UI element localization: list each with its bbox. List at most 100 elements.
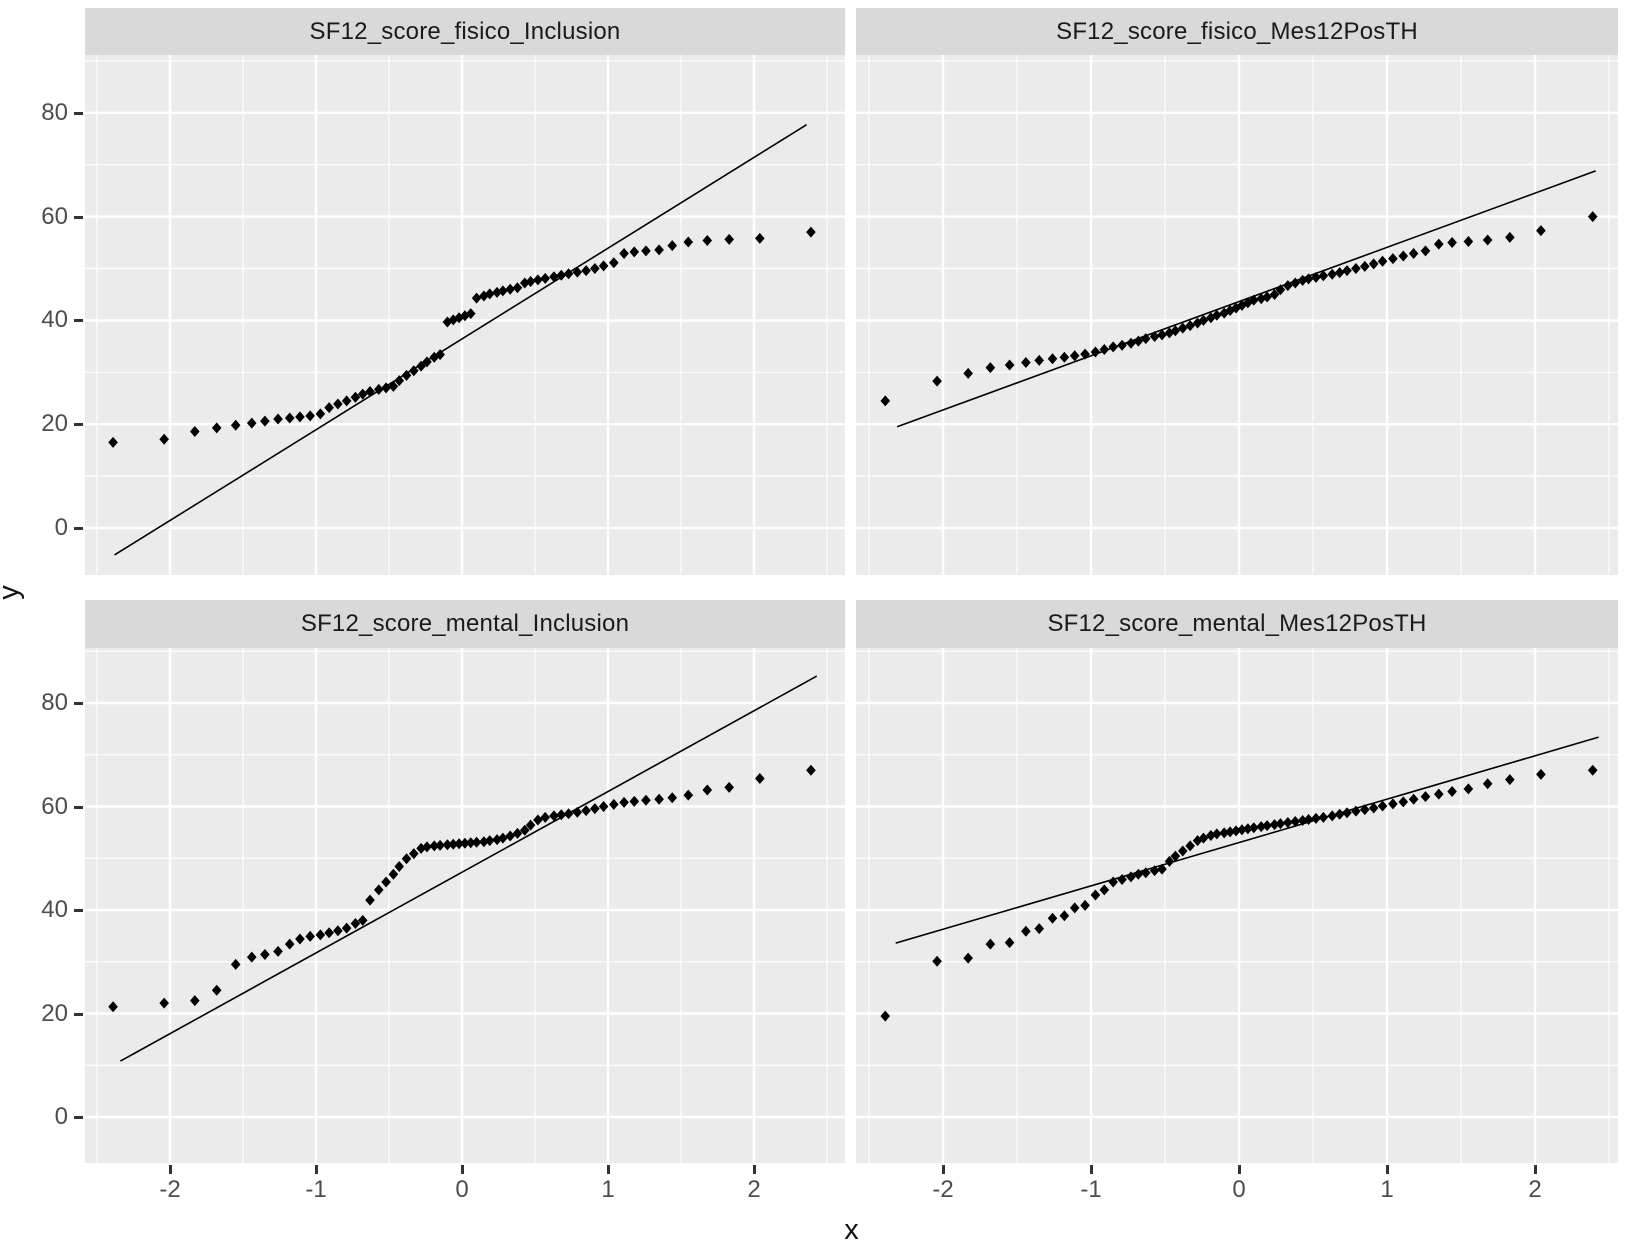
- qq-point: [1164, 855, 1175, 867]
- qq-point: [1505, 231, 1515, 243]
- qq-point: [1303, 813, 1314, 825]
- qq-point: [1108, 341, 1118, 353]
- qq-point: [1311, 812, 1321, 824]
- qq-point: [556, 269, 567, 281]
- qq-point: [448, 838, 459, 850]
- qq-point: [1059, 910, 1070, 922]
- qq-point: [471, 292, 482, 304]
- qq-point: [1283, 817, 1293, 829]
- qq-point: [1275, 284, 1286, 296]
- qq-point: [540, 272, 551, 284]
- x-tick-label: 2: [1528, 1176, 1542, 1203]
- qq-point: [641, 245, 651, 257]
- x-tick-label: 0: [455, 1176, 469, 1203]
- qq-point: [581, 265, 591, 277]
- qq-point: [1256, 821, 1266, 833]
- qq-point: [1149, 865, 1160, 877]
- qq-point: [1434, 788, 1444, 800]
- qq-point: [159, 433, 169, 445]
- qq-point: [880, 395, 891, 407]
- qq-point: [1351, 263, 1361, 274]
- qq-point: [505, 830, 515, 842]
- qq-point: [1140, 867, 1151, 879]
- qq-point: [1587, 211, 1598, 223]
- qq-point: [273, 413, 283, 425]
- y-tick-label: 20: [41, 410, 68, 438]
- qq-point: [1225, 826, 1235, 838]
- qq-points: [880, 211, 1598, 407]
- qq-reference-line: [895, 736, 1599, 944]
- qq-point: [505, 283, 515, 295]
- qq-point: [1140, 333, 1151, 345]
- qq-panel-svg: [85, 648, 845, 1163]
- qq-point: [333, 398, 343, 410]
- qq-point: [1099, 343, 1110, 355]
- y-axis-tick: [74, 215, 83, 219]
- y-axis-tick: [74, 805, 83, 809]
- qq-point: [755, 773, 765, 785]
- qq-point: [246, 417, 257, 429]
- x-axis-tick: [1534, 1165, 1537, 1174]
- qq-point: [388, 868, 399, 880]
- qq-point: [365, 386, 375, 398]
- facet-strip-fisico-mes12posth: SF12_score_fisico_Mes12PosTH: [856, 8, 1618, 55]
- qq-point: [598, 260, 609, 272]
- qq-point: [373, 884, 384, 896]
- facet-strip-fisico-inclusion: SF12_score_fisico_Inclusion: [85, 8, 845, 55]
- qq-point: [702, 784, 713, 796]
- y-axis-tick: [74, 909, 83, 912]
- qq-point: [512, 282, 523, 294]
- x-axis-tick: [1238, 1165, 1241, 1174]
- qq-point: [1177, 845, 1188, 857]
- x-tick-label: -1: [305, 1176, 327, 1203]
- qq-point: [724, 233, 734, 245]
- y-tick-label: 0: [54, 514, 68, 541]
- qq-point: [1290, 816, 1301, 828]
- y-tick-label: 80: [41, 689, 68, 716]
- qq-point: [563, 268, 574, 280]
- x-axis-tick: [315, 1165, 318, 1174]
- qq-point: [1080, 348, 1090, 360]
- qq-point: [1303, 273, 1314, 285]
- qq-point: [1398, 250, 1409, 262]
- qq-point: [1587, 764, 1598, 776]
- qq-point: [1269, 819, 1280, 831]
- qq-point: [484, 835, 495, 847]
- x-axis-tick: [942, 1165, 945, 1174]
- qq-point: [454, 838, 464, 850]
- qq-point: [465, 837, 476, 849]
- qq-point: [1327, 268, 1338, 280]
- x-axis-tick: [753, 1165, 756, 1174]
- qq-point: [629, 246, 640, 258]
- qq-point: [1262, 291, 1272, 303]
- qq-point: [1237, 299, 1247, 311]
- qq-point: [629, 795, 640, 807]
- qq-point: [295, 411, 305, 423]
- qq-point: [609, 798, 619, 810]
- qq-point: [324, 402, 334, 414]
- qq-point: [1351, 805, 1361, 817]
- qq-point: [1157, 863, 1167, 875]
- qq-point: [1327, 810, 1338, 822]
- y-axis-tick: [74, 423, 83, 427]
- qq-point: [460, 837, 470, 849]
- qq-point: [1185, 320, 1195, 332]
- qq-point: [341, 922, 352, 934]
- qq-point: [260, 415, 270, 427]
- facet-title: SF12_score_mental_Mes12PosTH: [1047, 610, 1427, 637]
- qq-point: [1219, 827, 1229, 839]
- qq-point: [1047, 353, 1058, 365]
- qq-point: [1231, 825, 1241, 837]
- qq-point: [284, 412, 295, 424]
- y-tick-label: 80: [41, 98, 68, 126]
- qq-point: [1170, 325, 1181, 337]
- qq-point: [533, 274, 543, 286]
- x-tick-label: 0: [1232, 1176, 1246, 1203]
- qq-point: [401, 369, 412, 381]
- qq-panel-fisico-mes12posth: [856, 55, 1618, 575]
- qq-point: [1090, 346, 1101, 358]
- qq-point: [479, 836, 489, 848]
- qq-reference-line: [896, 170, 1596, 428]
- qq-point: [305, 410, 315, 422]
- qq-point: [1283, 280, 1293, 292]
